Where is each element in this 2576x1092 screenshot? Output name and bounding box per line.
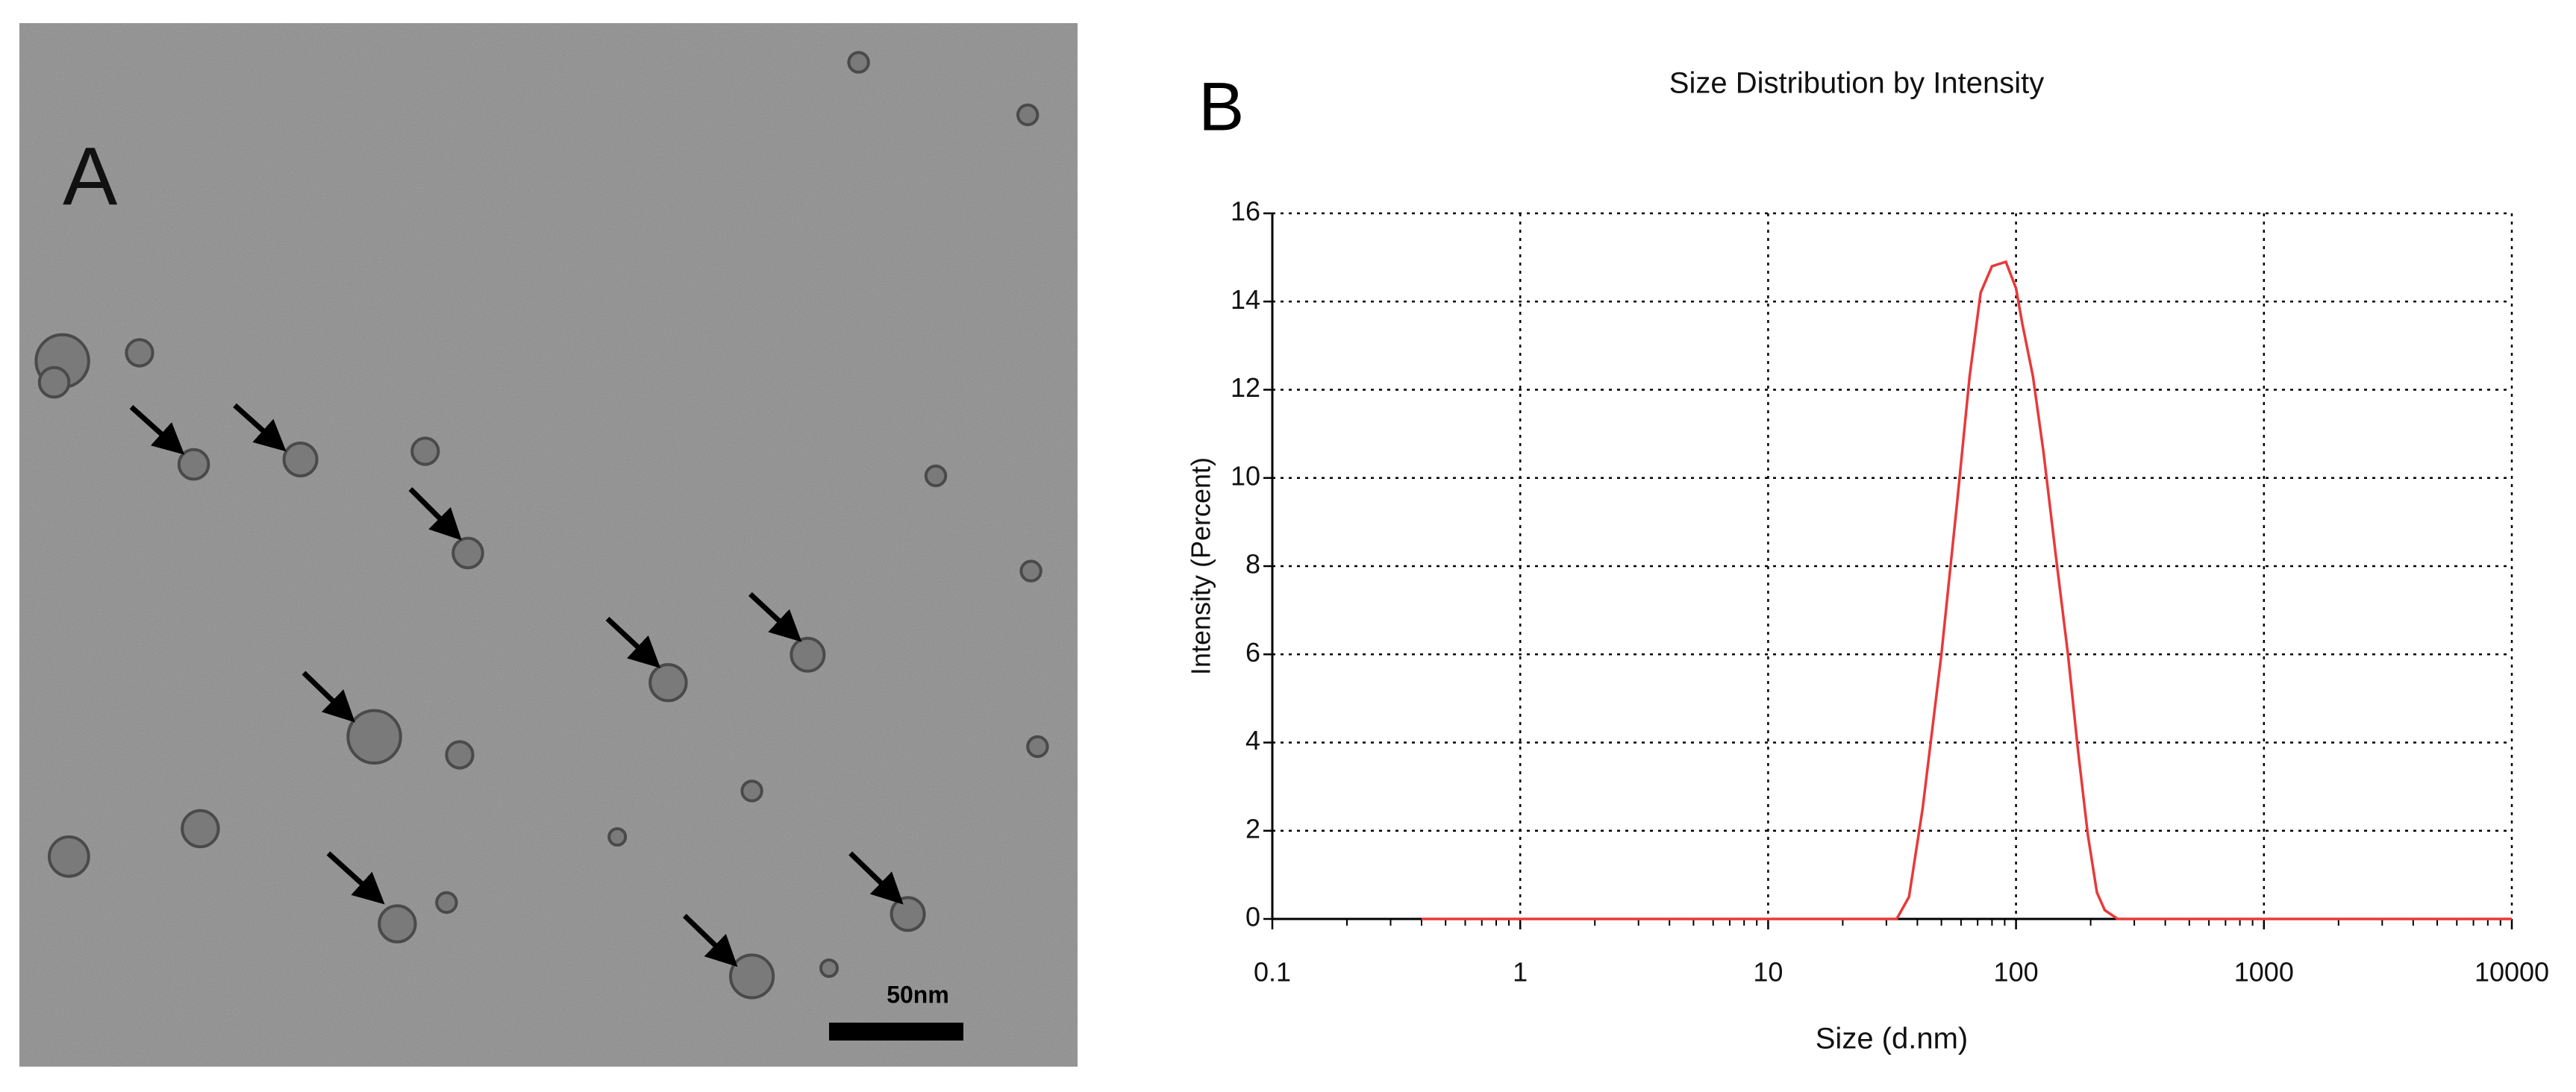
y-tick-label: 8 (1245, 549, 1260, 580)
x-axis-label: Size (d.nm) (1816, 1023, 1969, 1055)
particle (607, 827, 628, 847)
data-line (1422, 260, 2512, 920)
particle (48, 835, 90, 878)
particle (445, 740, 475, 770)
panel-label: A (63, 131, 118, 222)
particle (435, 891, 458, 914)
arrow (605, 616, 661, 668)
y-tick-label: 4 (1245, 725, 1260, 756)
x-tick-label: 10000 (2475, 957, 2549, 988)
particle (410, 436, 440, 466)
arrow (129, 404, 185, 455)
y-tick-label: 12 (1231, 372, 1260, 403)
particle (1026, 735, 1049, 759)
x-tick-label: 10 (1753, 957, 1783, 988)
y-tick-label: 6 (1245, 637, 1260, 668)
scale-bar (829, 1023, 963, 1041)
particle (740, 779, 763, 803)
x-tick-label: 0.1 (1254, 957, 1291, 988)
particle (378, 904, 417, 944)
arrow (682, 914, 738, 967)
arrow (233, 403, 287, 452)
y-tick-label: 10 (1231, 460, 1260, 491)
particle (924, 464, 948, 488)
particle (37, 365, 71, 399)
y-tick-label: 0 (1245, 902, 1260, 932)
x-tick-label: 100 (1994, 957, 2039, 988)
scale-bar-label: 50nm (887, 981, 949, 1008)
particle (790, 636, 826, 673)
particle (346, 709, 402, 765)
particle (282, 442, 319, 477)
arrow (748, 592, 802, 642)
y-axis-label: Intensity (Percent) (1186, 457, 1216, 675)
micrograph-panel: A 50nm (19, 23, 1078, 1067)
particle (177, 448, 210, 481)
y-tick-label: 16 (1231, 196, 1260, 227)
particle (451, 536, 484, 570)
particle (847, 51, 870, 74)
particle (648, 663, 688, 703)
arrow (326, 851, 385, 905)
particle (819, 958, 839, 978)
panel-label: B (1198, 69, 1244, 145)
x-tick-label: 1 (1513, 957, 1528, 988)
particle (125, 338, 154, 368)
arrow (408, 487, 462, 541)
particle (1019, 559, 1042, 583)
y-tick-label: 14 (1231, 284, 1260, 315)
particle (1016, 103, 1040, 127)
arrow (301, 671, 355, 723)
chart-title: Size Distribution by Intensity (1669, 67, 2044, 100)
x-tick-label: 1000 (2234, 957, 2294, 988)
y-tick-label: 2 (1245, 813, 1260, 844)
particle (890, 896, 926, 932)
particle (181, 809, 220, 849)
arrow (848, 851, 904, 905)
particle (729, 953, 775, 1000)
